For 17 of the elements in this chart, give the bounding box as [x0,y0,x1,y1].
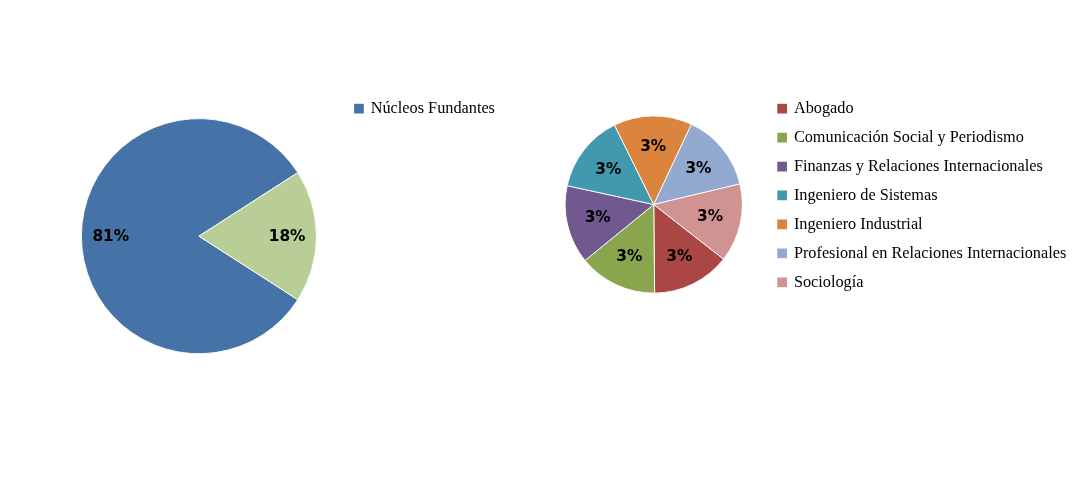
legend-label: Finanzas y Relaciones Internacionales [793,157,1043,176]
data-label: 81% [92,226,130,245]
data-label: 3% [685,158,712,177]
data-label: 3% [616,247,643,266]
legend-label: Ingeniero de Sistemas [793,186,938,204]
legend-label: Profesional en Relaciones Internacionales [793,243,1067,262]
legend-label: Comunicación Social y Periodismo [793,128,1024,147]
data-label: 3% [696,207,724,226]
data-label: 3% [640,137,667,156]
legend-label: Núcleos Fundantes [370,99,495,118]
legend-label: Sociología [793,272,864,291]
legend-label: Abogado [793,99,854,118]
legend-label: Ingeniero Industrial [793,214,924,233]
data-label: 3% [666,246,693,265]
data-label: 18% [268,226,306,245]
data-label: 3% [584,208,611,227]
data-label: 3% [595,159,622,178]
